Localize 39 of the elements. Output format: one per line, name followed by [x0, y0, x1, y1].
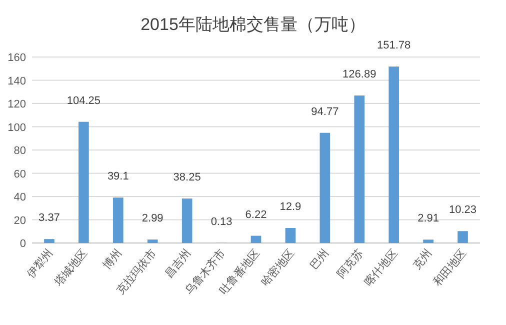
x-tick-label: 昌吉州: [162, 246, 194, 280]
data-label: 6.22: [245, 208, 267, 221]
bar: [44, 239, 54, 243]
x-tick-label: 巴州: [307, 246, 332, 272]
y-tick-label: 60: [14, 168, 26, 180]
data-label: 38.25: [173, 172, 201, 184]
data-label: 2.91: [418, 212, 440, 225]
data-label: 126.89: [342, 68, 376, 80]
data-label: 0.13: [210, 216, 232, 228]
y-tick-label: 100: [8, 122, 26, 134]
data-label: 3.37: [38, 212, 60, 224]
bar: [423, 240, 434, 243]
x-tick-label: 博州: [100, 246, 124, 272]
bar: [388, 66, 400, 243]
bar: [182, 198, 192, 243]
bar: [285, 228, 296, 243]
y-tick-label: 0: [20, 238, 26, 250]
data-label: 104.25: [66, 94, 101, 107]
data-label: 12.9: [280, 201, 302, 214]
bar: [354, 95, 365, 243]
data-label: 39.1: [107, 170, 129, 183]
bar: [458, 231, 468, 243]
x-tick-label: 哈密地区: [258, 246, 297, 289]
y-tick-label: 40: [14, 192, 26, 204]
data-label: 10.23: [449, 204, 477, 216]
data-label: 94.77: [311, 106, 339, 118]
y-tick-label: 80: [14, 145, 26, 157]
y-tick-label: 140: [8, 75, 26, 88]
y-tick-label: 120: [8, 98, 26, 110]
y-tick-label: 20: [14, 214, 26, 227]
bar: [112, 198, 124, 243]
bar: [250, 236, 262, 243]
chart-title: 2015年陆地棉交售量（万吨）: [140, 15, 366, 34]
data-label: 151.78: [377, 40, 411, 52]
bar: [320, 132, 330, 243]
bar: [78, 122, 89, 243]
bar: [147, 240, 158, 243]
data-label: 2.99: [142, 212, 164, 225]
y-tick-label: 160: [8, 52, 26, 64]
